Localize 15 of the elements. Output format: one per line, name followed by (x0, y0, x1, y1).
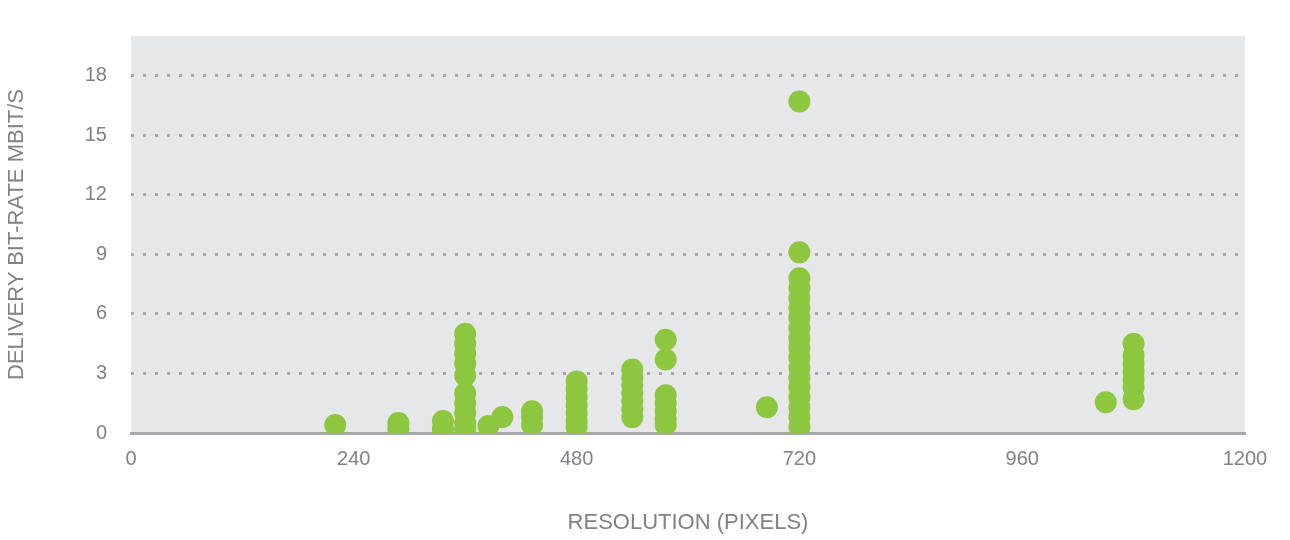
y-tick-label: 12 (84, 182, 107, 205)
x-tick-label: 720 (782, 446, 817, 469)
y-tick-label: 6 (95, 301, 107, 324)
y-tick-label: 9 (95, 241, 107, 264)
x-axis-title: RESOLUTION (PIXELS) (567, 508, 809, 534)
x-tick-label: 960 (1005, 446, 1039, 469)
x-tick-label: 0 (125, 446, 137, 469)
y-tick-label: 15 (84, 122, 107, 145)
x-tick-label: 480 (559, 446, 594, 469)
y-tick-label: 18 (84, 63, 107, 86)
x-tick-label: 1200 (1222, 446, 1268, 469)
y-axis-title: DELIVERY BIT-RATE MBIT/S (3, 89, 29, 380)
y-tick-label: 3 (95, 360, 107, 383)
y-tick-label: 0 (95, 420, 107, 443)
x-tick-label: 240 (337, 446, 371, 469)
